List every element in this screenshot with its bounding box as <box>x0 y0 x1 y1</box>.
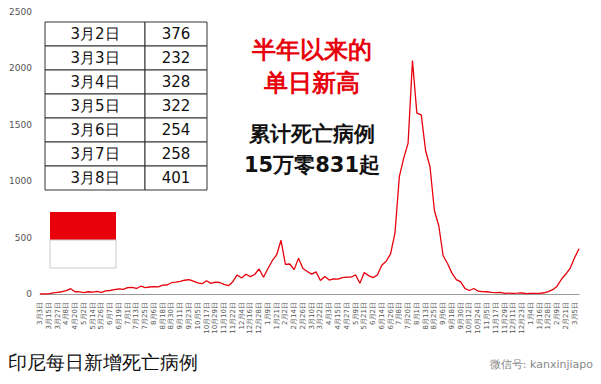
svg-text:15万零831起: 15万零831起 <box>244 153 380 177</box>
svg-text:8月1日: 8月1日 <box>413 302 421 325</box>
svg-text:12月23日: 12月23日 <box>518 302 526 334</box>
svg-text:1月28日: 1月28日 <box>544 302 552 329</box>
svg-text:12月11日: 12月11日 <box>509 302 517 334</box>
svg-text:3月3日: 3月3日 <box>36 302 44 325</box>
svg-text:7月20日: 7月20日 <box>404 302 412 329</box>
svg-text:10月24日: 10月24日 <box>474 302 482 334</box>
svg-text:7月25日: 7月25日 <box>141 302 149 329</box>
svg-text:9月23日: 9月23日 <box>185 302 193 329</box>
svg-text:3月6日: 3月6日 <box>70 121 119 139</box>
svg-text:11月10日: 11月10日 <box>220 302 228 334</box>
svg-text:1月9日: 1月9日 <box>264 302 272 325</box>
svg-text:2月21日: 2月21日 <box>562 302 570 329</box>
svg-text:3月3日: 3月3日 <box>70 49 119 67</box>
svg-text:2000: 2000 <box>9 63 32 73</box>
svg-text:3月2日: 3月2日 <box>70 25 119 43</box>
svg-text:8月30日: 8月30日 <box>167 302 175 329</box>
svg-text:9月6日: 9月6日 <box>439 302 447 325</box>
svg-text:3月15日: 3月15日 <box>45 302 53 329</box>
svg-text:5月2日: 5月2日 <box>80 302 88 325</box>
svg-text:2月26日: 2月26日 <box>299 302 307 329</box>
svg-text:单日新高: 单日新高 <box>263 69 360 97</box>
svg-text:3月7日: 3月7日 <box>70 145 119 163</box>
svg-text:254: 254 <box>162 121 191 139</box>
svg-text:11月29日: 11月29日 <box>501 302 509 334</box>
svg-text:5月14日: 5月14日 <box>89 302 97 329</box>
svg-text:1月21日: 1月21日 <box>273 302 281 329</box>
svg-text:11月17日: 11月17日 <box>492 302 500 334</box>
svg-text:3月27日: 3月27日 <box>54 302 62 329</box>
svg-text:2500: 2500 <box>9 7 32 17</box>
svg-text:4月8日: 4月8日 <box>62 302 70 325</box>
svg-text:8月18日: 8月18日 <box>159 302 167 329</box>
svg-text:3月10日: 3月10日 <box>308 302 316 329</box>
svg-text:12月16日: 12月16日 <box>246 302 254 334</box>
svg-text:2月9日: 2月9日 <box>553 302 561 325</box>
svg-text:5月21日: 5月21日 <box>360 302 368 329</box>
svg-text:4月27日: 4月27日 <box>343 302 351 329</box>
svg-text:5月26日: 5月26日 <box>97 302 105 329</box>
svg-text:9月11日: 9月11日 <box>176 302 184 329</box>
svg-text:3月8日: 3月8日 <box>70 169 119 187</box>
svg-text:2月2日: 2月2日 <box>281 302 289 325</box>
svg-text:12月28日: 12月28日 <box>255 302 263 334</box>
svg-text:1500: 1500 <box>9 120 32 130</box>
svg-text:累计死亡病例: 累计死亡病例 <box>248 122 375 146</box>
svg-text:印尼每日新增死亡病例: 印尼每日新增死亡病例 <box>8 351 198 373</box>
svg-text:微信号: kanxinjiapo: 微信号: kanxinjiapo <box>490 358 593 371</box>
svg-text:2月14日: 2月14日 <box>290 302 298 329</box>
svg-text:9月18日: 9月18日 <box>448 302 456 329</box>
svg-text:10月17日: 10月17日 <box>203 302 211 334</box>
svg-text:10月29日: 10月29日 <box>211 302 219 334</box>
svg-text:6月7日: 6月7日 <box>106 302 114 325</box>
svg-text:376: 376 <box>162 25 191 43</box>
svg-text:4月3日: 4月3日 <box>325 302 333 325</box>
svg-text:3月4日: 3月4日 <box>70 73 119 91</box>
svg-text:401: 401 <box>162 169 191 187</box>
svg-text:8月6日: 8月6日 <box>150 302 158 325</box>
svg-text:4月15日: 4月15日 <box>334 302 342 329</box>
svg-text:3月5日: 3月5日 <box>70 97 119 115</box>
svg-text:8月13日: 8月13日 <box>422 302 430 329</box>
svg-text:10月12日: 10月12日 <box>465 302 473 334</box>
svg-text:1月4日: 1月4日 <box>527 302 535 325</box>
svg-text:11月5日: 11月5日 <box>483 302 491 329</box>
svg-text:8月25日: 8月25日 <box>430 302 438 329</box>
svg-text:258: 258 <box>162 145 191 163</box>
svg-text:328: 328 <box>162 73 191 91</box>
svg-text:11月22日: 11月22日 <box>229 302 237 334</box>
svg-text:232: 232 <box>162 49 191 67</box>
svg-text:半年以来的: 半年以来的 <box>251 36 372 64</box>
svg-text:322: 322 <box>162 97 191 115</box>
svg-text:12月4日: 12月4日 <box>238 302 246 329</box>
svg-text:1000: 1000 <box>9 176 32 186</box>
svg-text:1月16日: 1月16日 <box>536 302 544 329</box>
svg-text:7月13日: 7月13日 <box>132 302 140 329</box>
svg-text:3月22日: 3月22日 <box>316 302 324 329</box>
svg-text:6月2日: 6月2日 <box>369 302 377 325</box>
svg-text:3月5日: 3月5日 <box>571 302 579 325</box>
svg-text:6月26日: 6月26日 <box>387 302 395 329</box>
svg-text:6月19日: 6月19日 <box>115 302 123 329</box>
svg-text:500: 500 <box>15 233 32 243</box>
svg-text:0: 0 <box>26 289 32 299</box>
svg-text:10月5日: 10月5日 <box>194 302 202 329</box>
svg-text:5月9日: 5月9日 <box>352 302 360 325</box>
svg-text:6月14日: 6月14日 <box>378 302 386 329</box>
svg-text:9月30日: 9月30日 <box>457 302 465 329</box>
svg-text:7月1日: 7月1日 <box>124 302 132 325</box>
svg-text:7月8日: 7月8日 <box>395 302 403 325</box>
svg-text:4月20日: 4月20日 <box>71 302 79 329</box>
